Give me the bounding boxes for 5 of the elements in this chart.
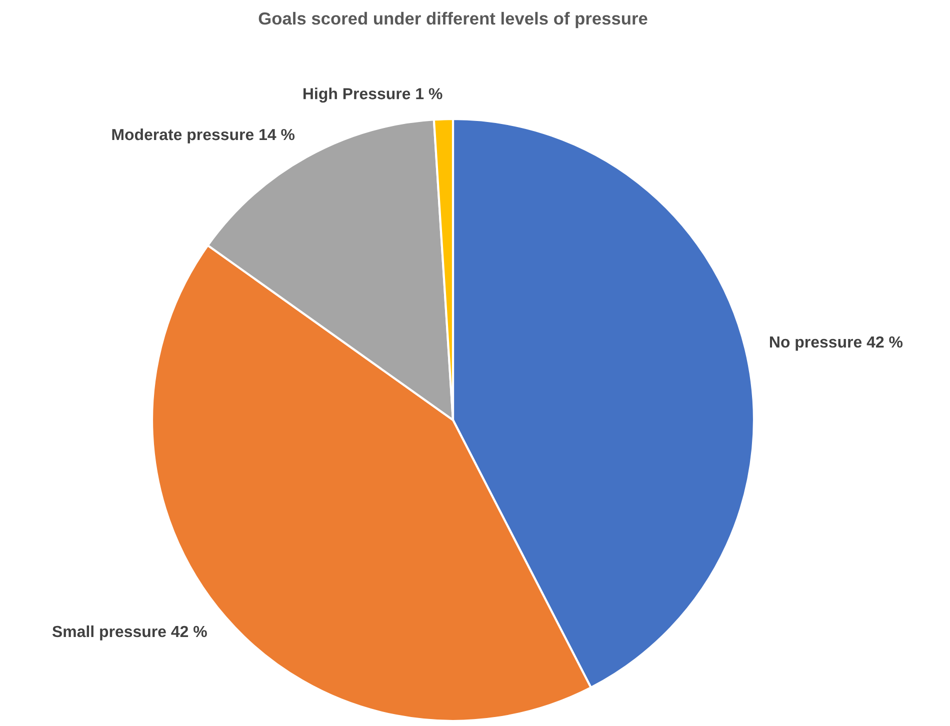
slice-label: High Pressure 1 %	[304, 88, 442, 103]
slice-label: Small pressure 42 %	[52, 625, 207, 640]
slice-label: No pressure 42 %	[770, 336, 903, 351]
slice-label: Moderate pressure 14 %	[112, 128, 295, 144]
chart-title: Goals scored under different levels of pressure	[258, 12, 648, 28]
